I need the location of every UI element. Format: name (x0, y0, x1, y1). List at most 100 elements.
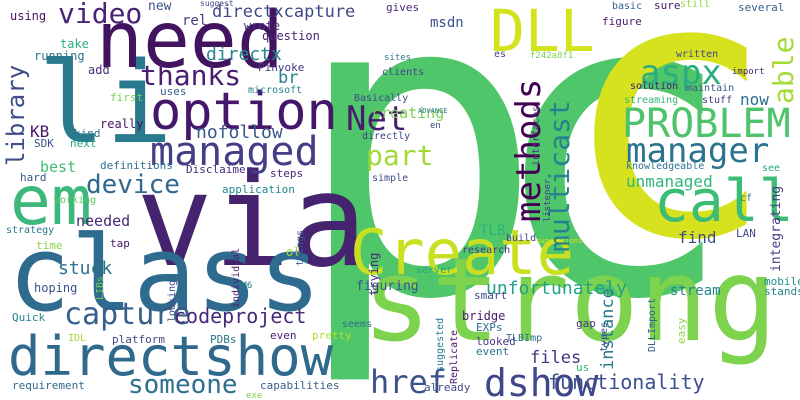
word-able: able (767, 36, 800, 104)
word-platform: platform (112, 333, 165, 346)
word-even: even (270, 329, 297, 342)
word-using: using (10, 9, 47, 23)
word-still: still (680, 0, 711, 10)
word-capture: capture (64, 297, 191, 332)
word-working: working (54, 195, 97, 206)
word-needed: needed (76, 212, 131, 230)
word-Create: Create (350, 216, 574, 289)
word-seems: seems (342, 319, 373, 330)
word-interfaces: interfaces (531, 105, 542, 166)
word-Net: Net (346, 99, 408, 139)
word-research: research (462, 245, 511, 256)
word-thanks: thanks (140, 59, 242, 92)
word-href: href (370, 363, 448, 400)
word-new: new (148, 0, 172, 14)
word-c: c (560, 0, 777, 319)
word-rel: rel (182, 13, 208, 29)
word-stream: stream (670, 283, 721, 299)
word-now: now (740, 90, 769, 109)
word-via: via (136, 147, 368, 296)
word-trying: trying (367, 252, 381, 296)
word-suggest: suggest (200, 0, 234, 8)
word-Pinvoke: Pinvoke (258, 61, 305, 74)
word-EXPs: EXPs (476, 321, 503, 334)
word-find: find (678, 228, 717, 247)
word-directx: directx (206, 44, 282, 65)
word-integrating: integrating (769, 185, 784, 272)
word-looking: looking (167, 279, 178, 322)
word-tap: tap (110, 237, 130, 250)
word-pc: pc (292, 0, 738, 392)
word-manager: manager (626, 131, 770, 171)
word-multicast: multicast (543, 100, 576, 252)
word-suggestions: suggestions (536, 237, 583, 245)
word-Disclaimer: Disclaimer (186, 163, 253, 176)
word-steps: steps (270, 167, 304, 180)
word-PDBs: PDBs (210, 333, 237, 346)
word-dshow: dshow (484, 361, 599, 400)
word-time: time (36, 239, 63, 252)
word-LIBs: LIBs (95, 275, 106, 300)
word-gap: gap (576, 317, 596, 330)
word-stands: stands (764, 285, 800, 298)
word-Quick: Quick (12, 311, 46, 324)
word-capabilities: capabilities (260, 379, 340, 392)
word-next: next (70, 137, 97, 150)
word-figuring: figuring (356, 279, 419, 294)
word-hard: hard (20, 171, 47, 184)
word-easy: easy (675, 317, 688, 345)
word-build: build (506, 233, 537, 244)
word-mobile: mobile (764, 275, 800, 288)
word-see: see (762, 163, 781, 174)
word-first: first (110, 91, 144, 104)
word-directly: directly (362, 131, 411, 142)
word-suggested: suggested (435, 317, 446, 372)
word-microsoft: microsoft (248, 85, 303, 96)
word-streaming: streaming (624, 95, 679, 106)
word-us: us (576, 361, 590, 374)
word-es: es (494, 49, 507, 60)
word-figure: figure (602, 15, 642, 28)
word-SDK: SDK (34, 137, 54, 150)
word-bridge: bridge (462, 309, 506, 323)
word-em: em (10, 162, 92, 241)
word-requirement: requirement (12, 379, 85, 392)
word-managed: managed (150, 129, 319, 175)
word-DLL: DLL (490, 0, 595, 65)
word-wrote: wrote (244, 19, 281, 33)
word-already: already (424, 381, 471, 394)
word-PROBLEM: PROBLEM (622, 101, 791, 147)
word-sites: sites (384, 53, 412, 63)
word-LAN: LAN (736, 227, 756, 240)
word-cf: cf (740, 193, 753, 204)
word-someone: someone (128, 370, 238, 400)
word-IDL: IDL (68, 333, 87, 344)
word-ol: ol (286, 245, 301, 259)
word-exe: exe (246, 391, 263, 400)
word-question: question (262, 29, 320, 43)
word-things: things (295, 229, 306, 266)
word-import: import (732, 67, 765, 77)
word-looked: looked (476, 335, 516, 348)
word-event: event (476, 345, 510, 358)
word-unfortunately: unfortunately (486, 278, 627, 299)
word-TLB: TLB (480, 223, 506, 239)
word-library: library (2, 64, 30, 166)
word-simple: simple (372, 173, 409, 184)
word-definitions: definitions (100, 159, 173, 172)
word-nofollow: nofollow (196, 122, 283, 143)
word-listener: listener (543, 178, 553, 222)
word-aspx: aspx (640, 53, 722, 93)
word-unmanaged: unmanaged (626, 172, 713, 191)
word-msdn: msdn (430, 15, 464, 31)
word-application: application (222, 183, 295, 196)
word-video: video (58, 0, 143, 30)
word-running: running (34, 49, 85, 63)
word-Replicate: Replicate (449, 329, 460, 384)
word-sure: sure (654, 0, 681, 12)
word-individual: individual (231, 247, 242, 308)
word-server: server (416, 265, 453, 276)
word-li: li (38, 39, 173, 169)
word-best: best (40, 158, 77, 176)
